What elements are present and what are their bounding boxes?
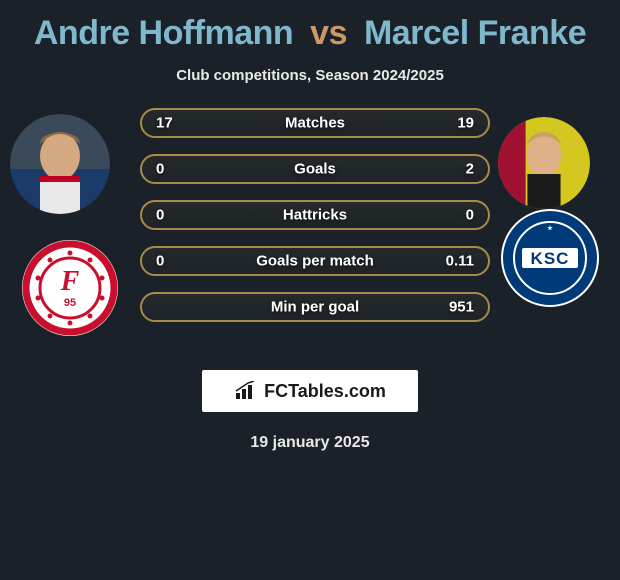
- club1-logo: F 95: [20, 238, 120, 338]
- brand-text: FCTables.com: [264, 381, 386, 402]
- stat-rows: 17 Matches 19 0 Goals 2 0 Hattricks 0 0 …: [140, 108, 490, 338]
- stat-label: Hattricks: [142, 207, 488, 224]
- stat-label: Min per goal: [142, 299, 488, 316]
- svg-text:95: 95: [64, 297, 76, 309]
- stat-label: Goals: [142, 161, 488, 178]
- svg-text:★: ★: [547, 225, 553, 232]
- stat-row-matches: 17 Matches 19: [140, 108, 490, 138]
- fortuna-badge-icon: F 95: [20, 238, 120, 338]
- brand-suffix: .com: [344, 381, 386, 401]
- stats-area: F 95 KSC ★ 17 Matches 19: [0, 112, 620, 352]
- avatar-icon: [10, 114, 110, 214]
- brand-name: FCTables: [264, 381, 344, 401]
- comparison-card: Andre Hoffmann vs Marcel Franke Club com…: [0, 0, 620, 580]
- page-title: Andre Hoffmann vs Marcel Franke: [0, 14, 620, 53]
- stat-label: Matches: [142, 115, 488, 132]
- svg-text:F: F: [60, 266, 80, 297]
- player1-avatar: [10, 114, 110, 214]
- stat-label: Goals per match: [142, 253, 488, 270]
- stat-row-goals-per-match: 0 Goals per match 0.11: [140, 246, 490, 276]
- stat-row-goals: 0 Goals 2: [140, 154, 490, 184]
- stat-row-hattricks: 0 Hattricks 0: [140, 200, 490, 230]
- stat-right-value: 0.11: [446, 253, 474, 270]
- svg-text:KSC: KSC: [531, 249, 570, 268]
- stat-right-value: 0: [466, 207, 474, 224]
- title-vs: vs: [310, 14, 347, 52]
- bar-chart-icon: [234, 381, 258, 401]
- stat-row-min-per-goal: Min per goal 951: [140, 292, 490, 322]
- ksc-badge-icon: KSC ★: [500, 208, 600, 308]
- brand-box[interactable]: FCTables.com: [202, 370, 418, 412]
- stat-right-value: 19: [457, 115, 474, 132]
- player2-avatar: [498, 117, 590, 209]
- club2-logo: KSC ★: [500, 208, 600, 308]
- date-label: 19 january 2025: [0, 434, 620, 452]
- title-player2: Marcel Franke: [364, 14, 586, 52]
- stat-right-value: 2: [466, 161, 474, 178]
- subtitle: Club competitions, Season 2024/2025: [0, 67, 620, 84]
- avatar-icon: [498, 117, 590, 209]
- stat-right-value: 951: [449, 299, 474, 316]
- title-player1: Andre Hoffmann: [34, 14, 293, 52]
